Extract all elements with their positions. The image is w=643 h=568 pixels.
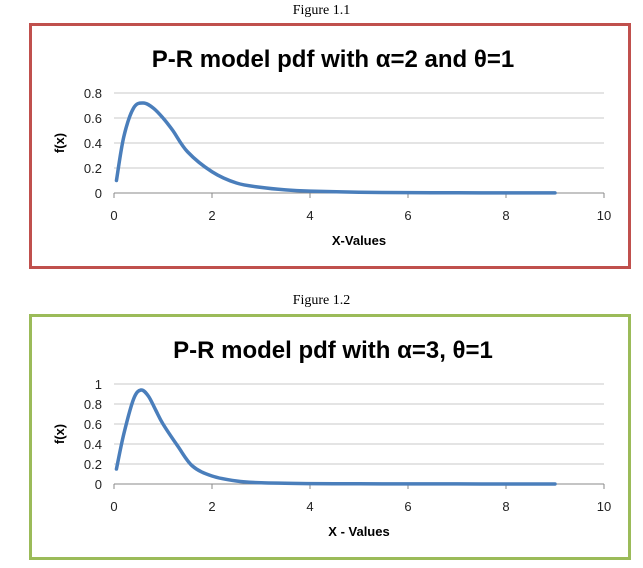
figure-caption-2: Figure 1.2 [292,293,351,308]
x-tick-label: 2 [208,499,215,514]
chart-panel-2: P-R model pdf with α=3, θ=1 0 0.2 0.4 0.6 0.8… [29,314,631,560]
x-tick-label: 10 [597,499,611,514]
series-line [114,388,557,486]
y-tick-label: 0 [95,477,102,492]
x-tick-label: 4 [306,208,313,223]
x-tick-label: 8 [502,208,509,223]
x-tick-label: 2 [208,208,215,223]
x-tick-label: 8 [502,499,509,514]
x-axis-label: X-Values [332,233,386,248]
chart-panel-1: P-R model pdf with α=2 and θ=1 0 0.2 0.4 0.6… [29,23,631,269]
chart-1: P-R model pdf with α=2 and θ=1 0 0.2 0.4 0.6… [52,46,611,248]
x-axis-label: X - Values [328,524,389,539]
figure-caption-1: Figure 1.1 [292,3,351,18]
series-line [114,101,557,195]
x-tick-label: 4 [306,499,313,514]
y-tick-label: 0.2 [84,161,102,176]
y-tick-label: 0.8 [84,397,102,412]
chart-title: P-R model pdf with α=3, θ=1 [173,337,493,364]
y-tick-label: 0.4 [84,136,102,151]
y-tick-label: 0.6 [84,111,102,126]
x-tick-label: 6 [404,499,411,514]
chart-2: P-R model pdf with α=3, θ=1 0 0.2 0.4 0.6 0.8… [52,337,611,539]
x-tick-label: 0 [110,208,117,223]
y-tick-label: 0 [95,186,102,201]
y-tick-label: 1 [95,377,102,392]
y-tick-label: 0.4 [84,437,102,452]
y-axis-label: f(x) [52,133,67,153]
y-axis-label: f(x) [52,424,67,444]
x-tick-label: 6 [404,208,411,223]
y-tick-label: 0.8 [84,86,102,101]
y-tick-label: 0.6 [84,417,102,432]
chart-title: P-R model pdf with α=2 and θ=1 [152,46,514,73]
y-tick-label: 0.2 [84,457,102,472]
x-tick-label: 0 [110,499,117,514]
x-tick-label: 10 [597,208,611,223]
